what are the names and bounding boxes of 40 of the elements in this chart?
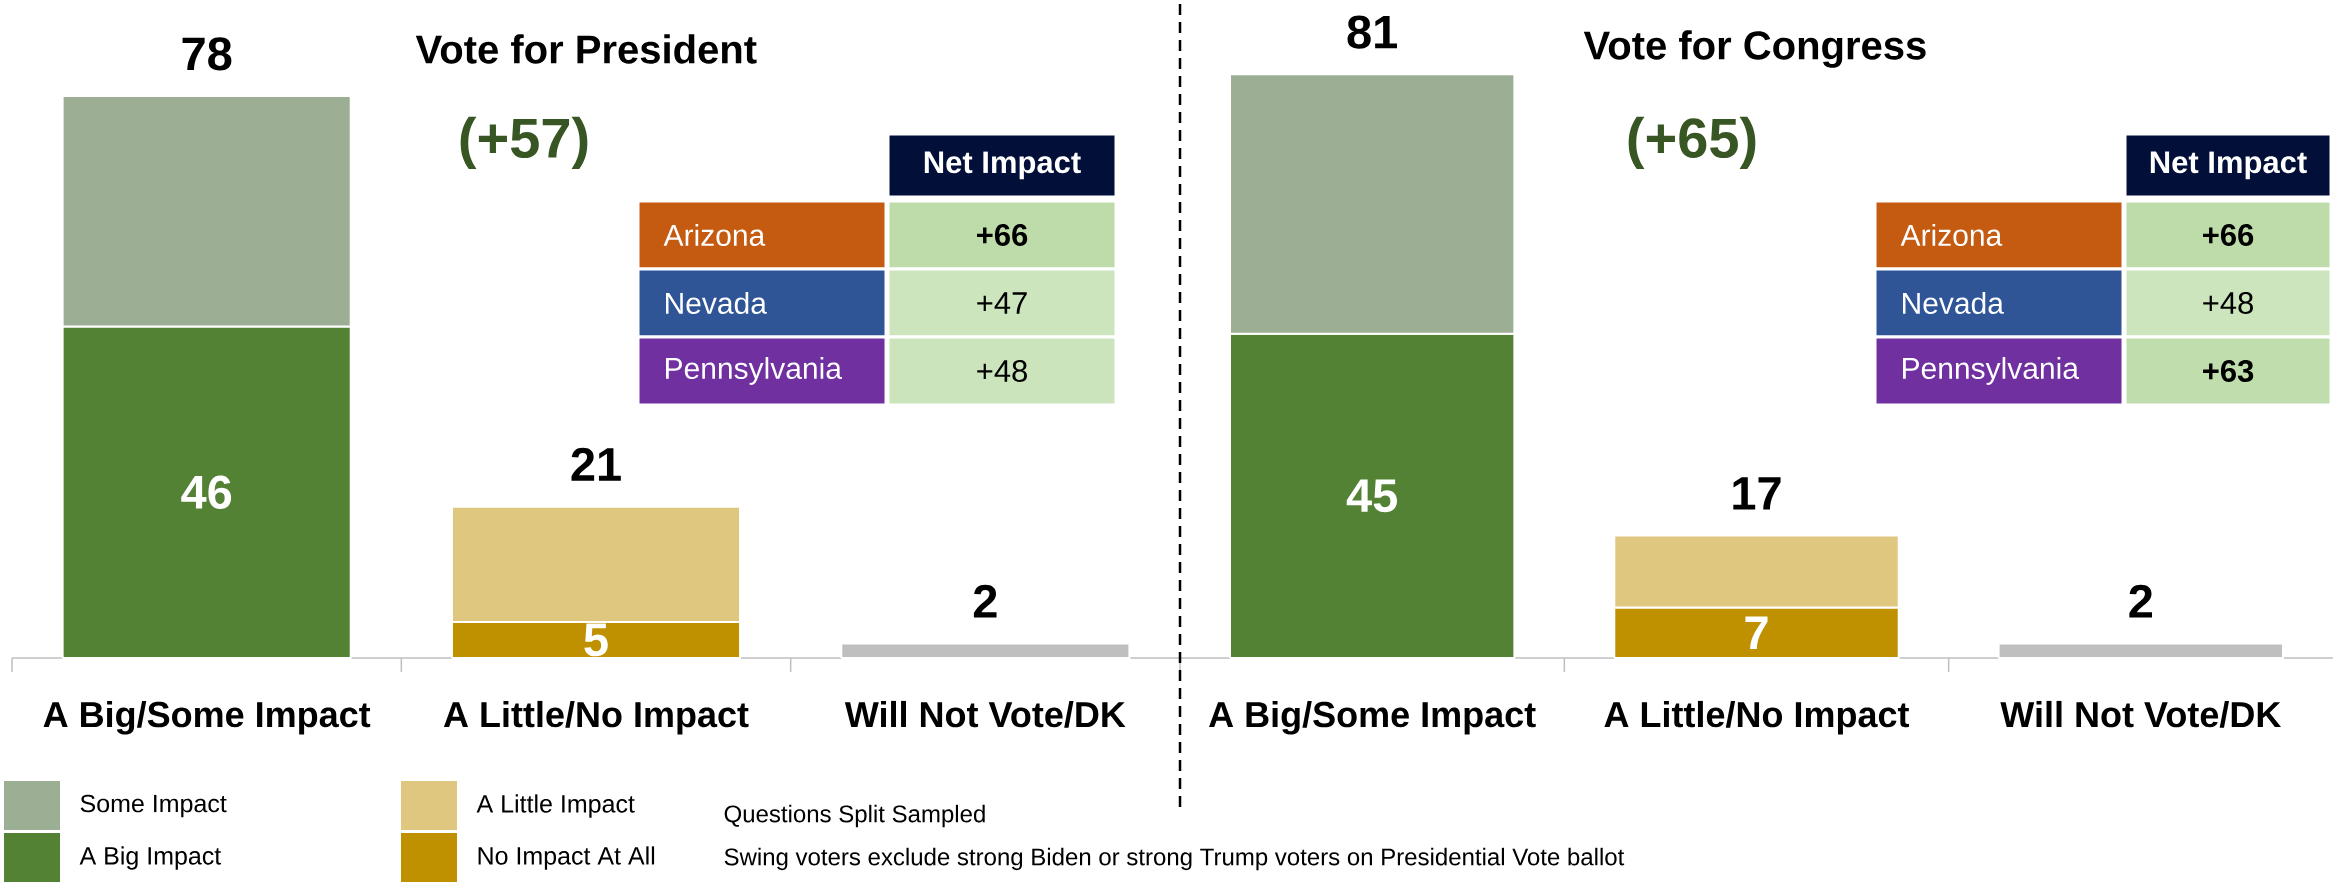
- data-label: +47: [977, 292, 1027, 314]
- x-tick-label: Will Not Vote/DK: [2000, 700, 2282, 728]
- x-tick-label: Net Impact: [2150, 151, 2307, 180]
- y-tick-label: Arizona: [1900, 223, 2003, 247]
- data-label: 46: [181, 475, 232, 509]
- total-label: 2: [973, 584, 997, 618]
- data-label: 45: [1346, 479, 1397, 513]
- data-label: +66: [977, 224, 1028, 246]
- x-tick-label: A Little/No Impact: [443, 700, 749, 735]
- x-tick-label: Will Not Vote/DK: [844, 700, 1126, 728]
- data-label: +63: [2203, 359, 2254, 382]
- total-label: 17: [1733, 477, 1781, 510]
- legend-label: A Little Impact: [476, 794, 635, 818]
- total-label: 78: [182, 37, 232, 71]
- data-label: 7: [1745, 616, 1768, 649]
- text: Swing voters exclude strong Biden or strong Trump voters on Presidential Vote ballot: [724, 847, 1625, 871]
- annotation: (+65): [1628, 116, 1756, 170]
- data-label: +48: [2203, 292, 2253, 314]
- legend-label: No Impact At All: [478, 846, 655, 870]
- x-tick-label: A Big/Some Impact: [1209, 700, 1536, 735]
- chart-title: Vote for Congress: [1583, 30, 1926, 68]
- total-label: 21: [571, 447, 621, 481]
- y-tick-label: Nevada: [1903, 291, 2004, 315]
- data-label: 5: [584, 623, 608, 657]
- legend-label: Some Impact: [80, 794, 227, 818]
- total-label: 81: [1347, 15, 1397, 49]
- data-label: +66: [2203, 224, 2254, 246]
- y-tick-label: Pennsylvania: [666, 357, 842, 385]
- legend-label: A Big Impact: [79, 846, 222, 870]
- annotation: (+57): [460, 116, 588, 170]
- data-label: +48: [977, 360, 1027, 382]
- y-tick-label: Arizona: [663, 223, 766, 247]
- x-tick-label: A Big/Some Impact: [43, 700, 371, 735]
- text: Questions Split Sampled: [724, 804, 985, 828]
- y-tick-label: Pennsylvania: [1903, 357, 2079, 385]
- chart-title: Vote for President: [415, 34, 757, 64]
- x-tick-label: A Little/No Impact: [1604, 700, 1910, 735]
- total-label: 2: [2129, 584, 2153, 618]
- x-tick-label: Net Impact: [924, 151, 1081, 180]
- y-tick-label: Nevada: [666, 291, 767, 315]
